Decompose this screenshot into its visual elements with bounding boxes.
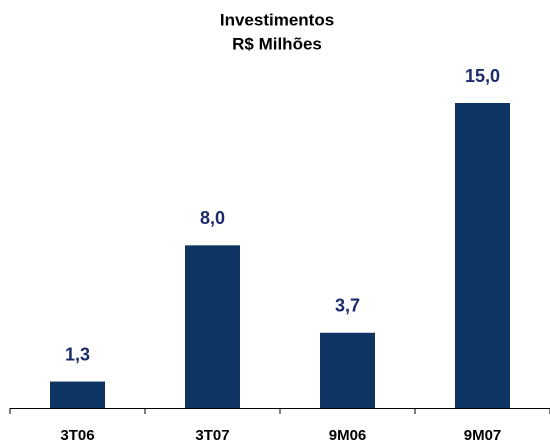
data-label: 1,3 [65, 344, 90, 364]
data-label: 3,7 [335, 296, 360, 316]
chart-subtitle: R$ Milhões [232, 34, 322, 53]
bar [455, 103, 510, 408]
bar [320, 332, 375, 408]
chart-title: Investimentos [220, 10, 334, 29]
data-label: 8,0 [200, 208, 225, 228]
x-tick-label: 9M07 [464, 427, 502, 444]
data-label: 15,0 [465, 66, 500, 86]
bar [50, 381, 105, 408]
x-tick-label: 3T07 [195, 427, 229, 444]
x-tick-label: 9M06 [329, 427, 367, 444]
x-tick-label: 3T06 [60, 427, 94, 444]
bar [185, 245, 240, 408]
